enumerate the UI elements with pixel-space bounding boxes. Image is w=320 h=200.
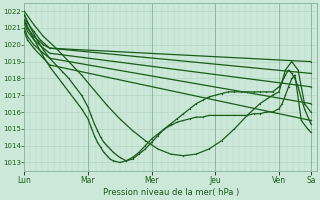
X-axis label: Pression niveau de la mer( hPa ): Pression niveau de la mer( hPa )	[103, 188, 239, 197]
